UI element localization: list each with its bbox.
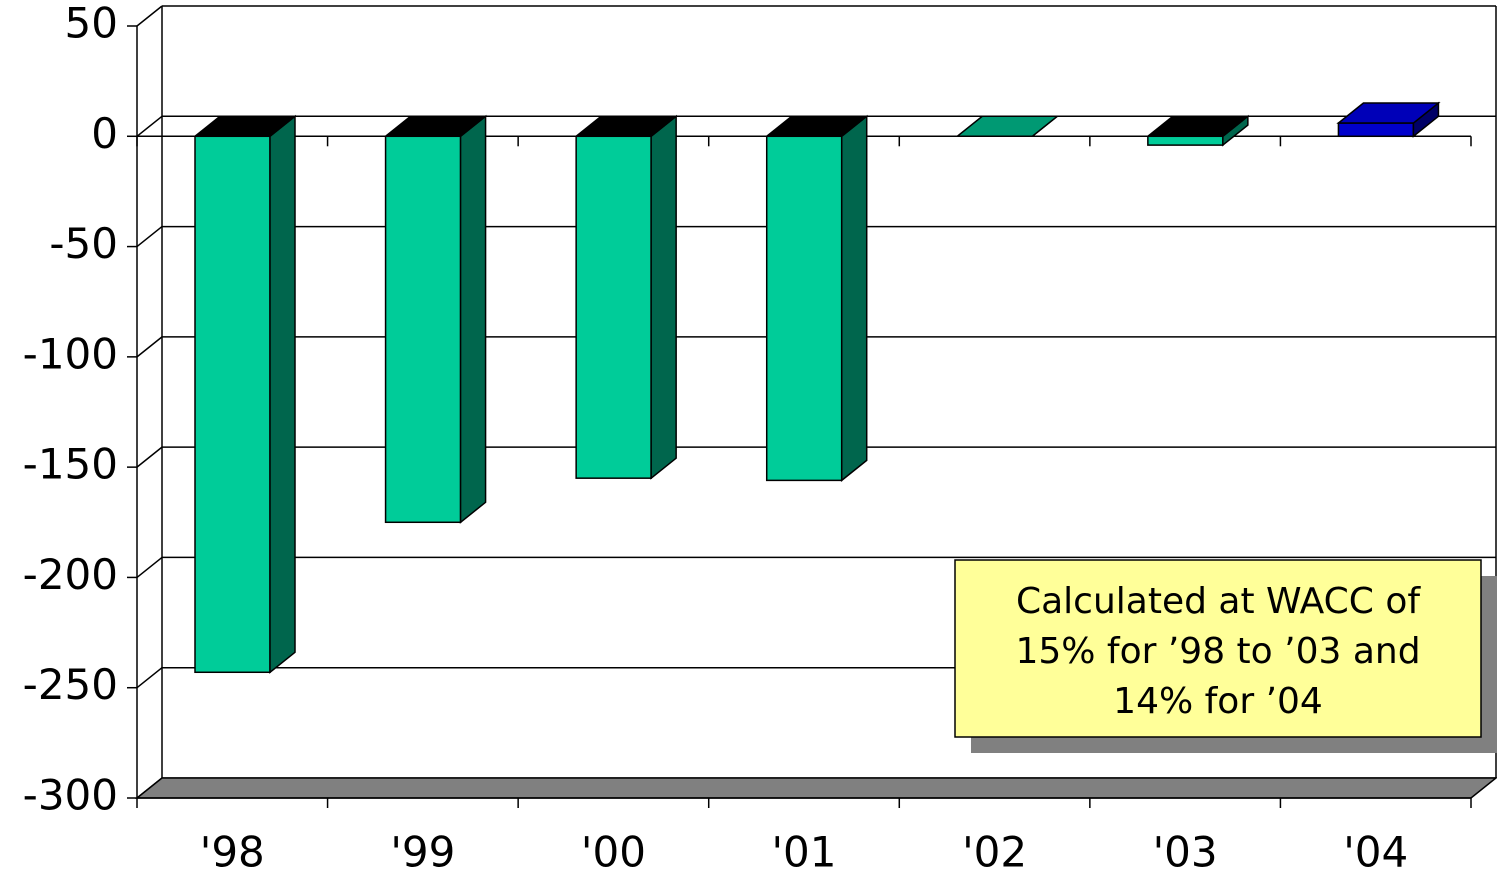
bar-top [1336, 102, 1441, 124]
bar-side [269, 114, 296, 674]
x-tick-label: '98 [200, 828, 265, 877]
bar-top [1145, 115, 1250, 138]
bar-side [650, 114, 677, 480]
y-tick-label: -50 [49, 219, 118, 268]
annotation: 14% for ’04 [1113, 681, 1323, 722]
y-tick-label: -100 [23, 329, 118, 378]
tick-mark [136, 336, 163, 358]
bar-side [840, 114, 868, 482]
tick-mark [136, 115, 163, 137]
y-tick-label: 0 [91, 109, 118, 158]
tick-mark [136, 5, 163, 27]
y-tick-label: -250 [23, 660, 118, 709]
bar-top [955, 115, 1060, 138]
bar-front [575, 135, 652, 479]
bar-top [574, 115, 679, 138]
y-tick-label: -300 [23, 771, 118, 820]
bar-front [1337, 122, 1415, 138]
annotation: Calculated at WACC of [1016, 581, 1421, 622]
x-tick-label: '04 [1343, 828, 1408, 877]
tick-mark [136, 446, 163, 468]
x-tick-label: '01 [772, 828, 837, 877]
annotation: 15% for ’98 to ’03 and [1015, 631, 1420, 672]
note-box [954, 559, 1482, 738]
bar-front [1147, 135, 1224, 146]
tick-mark [136, 667, 163, 689]
tick-mark [136, 556, 163, 579]
y-tick-label: 50 [65, 0, 118, 48]
floor [134, 777, 1497, 799]
bar-top [192, 115, 298, 138]
bar-top [764, 115, 869, 138]
x-tick-label: '03 [1153, 828, 1218, 877]
bar-front [765, 135, 843, 482]
y-tick-label: -200 [23, 550, 118, 599]
x-tick-label: '99 [390, 828, 455, 877]
bar-top [383, 115, 488, 138]
x-tick-label: '00 [581, 828, 646, 877]
x-tick-label: '02 [962, 828, 1027, 877]
y-tick-label: -150 [23, 440, 118, 489]
tick-mark [136, 225, 163, 248]
bar-front [384, 135, 462, 524]
bar-side [459, 114, 487, 524]
bar-front [194, 135, 271, 674]
